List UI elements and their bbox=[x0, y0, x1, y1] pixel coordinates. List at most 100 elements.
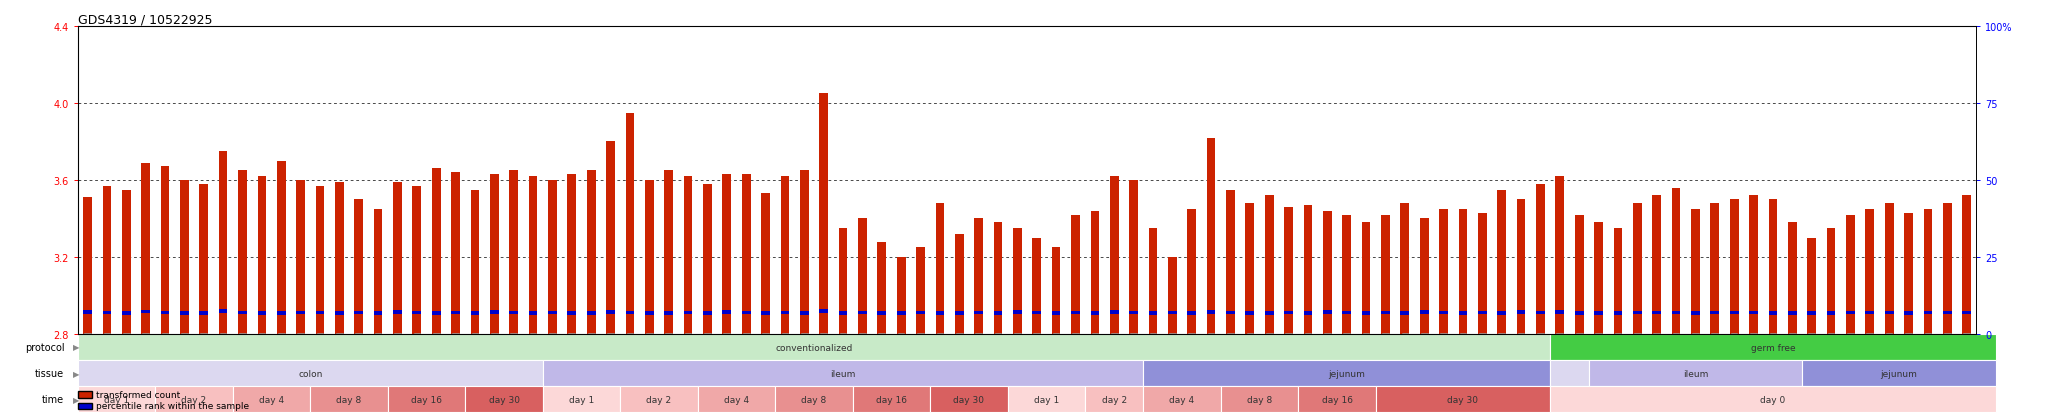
Bar bbox=[451, 311, 461, 314]
Bar bbox=[1071, 215, 1079, 334]
Bar bbox=[471, 311, 479, 315]
Bar bbox=[432, 169, 440, 334]
Text: day 4: day 4 bbox=[723, 395, 750, 404]
Bar bbox=[1032, 311, 1040, 314]
Bar bbox=[897, 257, 905, 334]
Bar bbox=[1769, 200, 1778, 334]
Text: day 2: day 2 bbox=[647, 395, 672, 404]
Bar bbox=[1692, 311, 1700, 315]
Bar bbox=[1731, 200, 1739, 334]
Bar bbox=[141, 163, 150, 334]
Bar bbox=[915, 248, 926, 334]
Bar bbox=[858, 311, 866, 314]
Bar bbox=[336, 311, 344, 315]
Bar bbox=[1149, 228, 1157, 334]
Bar bbox=[1458, 311, 1466, 315]
Bar bbox=[78, 386, 156, 412]
Bar bbox=[1440, 209, 1448, 334]
Bar bbox=[1266, 311, 1274, 315]
Bar bbox=[1090, 211, 1100, 334]
Text: day 4: day 4 bbox=[1169, 395, 1194, 404]
Bar bbox=[102, 311, 111, 314]
Bar bbox=[199, 184, 209, 334]
Bar bbox=[625, 113, 635, 334]
Bar bbox=[528, 311, 537, 315]
Bar bbox=[1053, 248, 1061, 334]
Bar bbox=[1221, 386, 1298, 412]
Bar bbox=[102, 186, 111, 334]
Bar bbox=[840, 311, 848, 315]
Bar bbox=[1827, 311, 1835, 315]
Bar bbox=[936, 311, 944, 315]
Bar bbox=[1593, 311, 1604, 315]
Bar bbox=[1085, 386, 1143, 412]
Bar bbox=[1788, 311, 1796, 315]
Bar bbox=[1550, 360, 1589, 386]
Text: ileum: ileum bbox=[1683, 369, 1708, 377]
Bar bbox=[1380, 311, 1391, 314]
Bar bbox=[780, 177, 788, 334]
Bar bbox=[1614, 311, 1622, 315]
Bar bbox=[1266, 196, 1274, 334]
Bar bbox=[606, 310, 614, 314]
Bar bbox=[930, 386, 1008, 412]
Bar bbox=[780, 311, 788, 314]
Bar bbox=[1401, 204, 1409, 334]
Bar bbox=[1710, 311, 1718, 314]
Text: day 2: day 2 bbox=[182, 395, 207, 404]
Bar bbox=[1866, 209, 1874, 334]
Bar bbox=[1110, 310, 1118, 314]
Bar bbox=[840, 228, 848, 334]
Bar bbox=[1245, 311, 1253, 315]
Text: time: time bbox=[43, 394, 63, 404]
Bar bbox=[1575, 215, 1583, 334]
Bar bbox=[1298, 386, 1376, 412]
Bar bbox=[1550, 386, 1995, 412]
Bar bbox=[993, 311, 1001, 315]
Bar bbox=[160, 167, 170, 334]
Bar bbox=[1188, 209, 1196, 334]
Bar bbox=[702, 311, 713, 315]
Bar bbox=[238, 171, 248, 334]
Bar bbox=[645, 180, 653, 334]
Bar bbox=[915, 311, 926, 314]
Bar bbox=[621, 386, 698, 412]
Text: day 16: day 16 bbox=[412, 395, 442, 404]
Bar bbox=[1806, 311, 1817, 315]
Text: day 0: day 0 bbox=[1761, 395, 1786, 404]
Bar bbox=[897, 312, 905, 315]
Bar bbox=[702, 184, 713, 334]
Bar bbox=[1671, 188, 1681, 334]
Bar bbox=[1245, 204, 1253, 334]
Bar bbox=[1143, 360, 1550, 386]
Bar bbox=[1053, 311, 1061, 315]
Text: colon: colon bbox=[299, 369, 322, 377]
Bar bbox=[1671, 311, 1681, 314]
Bar bbox=[1284, 311, 1292, 314]
Bar bbox=[1458, 209, 1466, 334]
Bar bbox=[1749, 196, 1757, 334]
Bar bbox=[1845, 215, 1855, 334]
Bar bbox=[1419, 310, 1430, 314]
Text: ▶: ▶ bbox=[72, 343, 80, 351]
Bar bbox=[315, 186, 324, 334]
Bar bbox=[877, 312, 887, 315]
Bar bbox=[936, 204, 944, 334]
Bar bbox=[1710, 204, 1718, 334]
Bar bbox=[1497, 311, 1505, 315]
Bar bbox=[471, 190, 479, 334]
Bar bbox=[1167, 257, 1178, 334]
Bar bbox=[1419, 219, 1430, 334]
Bar bbox=[567, 311, 575, 315]
Bar bbox=[1905, 213, 1913, 334]
Bar bbox=[528, 177, 537, 334]
Bar bbox=[1376, 386, 1550, 412]
Bar bbox=[1653, 311, 1661, 314]
Bar bbox=[1305, 311, 1313, 315]
Bar bbox=[1550, 334, 1995, 360]
Bar bbox=[819, 94, 827, 334]
Bar bbox=[588, 171, 596, 334]
Bar bbox=[1167, 311, 1178, 314]
Bar bbox=[1518, 310, 1526, 314]
Bar bbox=[1944, 204, 1952, 334]
